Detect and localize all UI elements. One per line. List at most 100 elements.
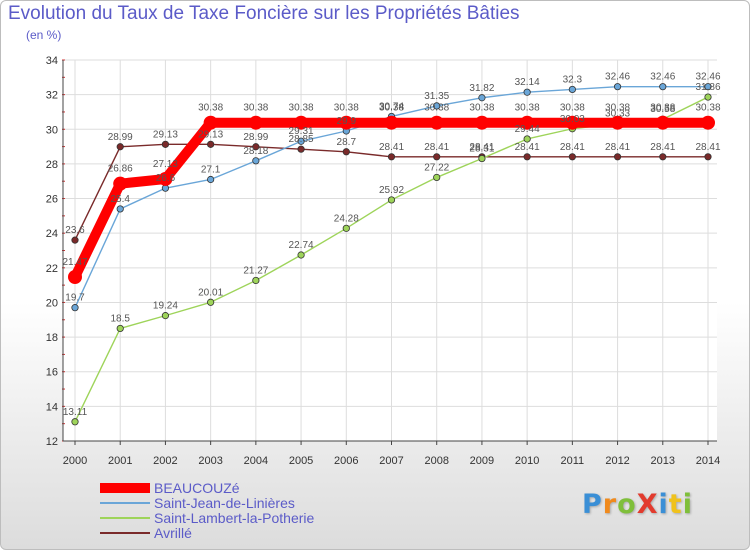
data-point — [520, 115, 535, 130]
data-label: 19.24 — [153, 301, 178, 312]
data-label: 32.46 — [650, 72, 675, 83]
data-label: 28.85 — [289, 134, 314, 145]
data-point — [568, 85, 576, 94]
data-point — [613, 83, 622, 91]
data-point — [252, 143, 260, 151]
data-label: 21.47 — [62, 257, 87, 268]
data-point — [342, 148, 350, 156]
x-tick-label: 2009 — [470, 455, 494, 467]
data-label: 27.22 — [424, 162, 449, 173]
data-label: 28.41 — [379, 142, 404, 153]
data-label: 26.86 — [108, 164, 133, 175]
data-point — [297, 251, 305, 259]
data-point — [207, 298, 215, 306]
data-point — [613, 153, 622, 161]
data-point — [158, 171, 173, 186]
data-point — [704, 93, 712, 101]
data-point — [248, 115, 263, 130]
x-tick-label: 2004 — [244, 455, 268, 467]
data-point — [203, 115, 218, 130]
data-point — [207, 175, 215, 184]
data-label: 20.01 — [198, 287, 223, 298]
data-label: 19.7 — [65, 293, 85, 304]
data-label: 29.13 — [198, 129, 223, 140]
data-point — [433, 153, 441, 161]
data-label: 29.13 — [153, 129, 178, 140]
y-tick-label: 16 — [46, 367, 58, 379]
data-point — [116, 205, 124, 213]
data-label: 18.5 — [110, 313, 130, 324]
data-point — [565, 115, 580, 130]
data-label: 30.38 — [379, 103, 404, 114]
data-point — [297, 137, 305, 145]
data-label: 30.38 — [650, 103, 675, 114]
y-tick-label: 32 — [46, 90, 58, 102]
data-label: 30.38 — [289, 103, 314, 114]
data-point — [523, 135, 531, 143]
data-point — [161, 140, 170, 148]
legend-label: Avrillé — [154, 525, 192, 541]
logo-letter: X — [636, 489, 659, 520]
data-point — [568, 153, 576, 161]
data-point — [523, 153, 531, 161]
data-label: 30.03 — [560, 114, 585, 125]
data-label: 22.74 — [289, 240, 314, 251]
data-point — [116, 143, 124, 151]
data-label: 30.74 — [379, 101, 404, 112]
data-point — [704, 83, 712, 91]
data-point — [294, 115, 309, 130]
legend-label: BEAUCOUZé — [154, 480, 240, 496]
logo-letter: t — [668, 489, 683, 520]
x-tick-label: 2008 — [424, 455, 448, 467]
data-label: 30.38 — [243, 103, 268, 114]
legend-swatch — [100, 502, 150, 504]
line-chart: 12 14 16 18 20 22 24 26 28 30 32 34 2000 2001 2002 2003… — [46, 55, 721, 467]
data-label: 21.27 — [243, 265, 268, 276]
data-point — [478, 94, 486, 102]
legend-swatch — [100, 532, 150, 534]
series-lines — [68, 83, 715, 426]
data-label: 26.6 — [156, 173, 176, 184]
data-label: 28.41 — [560, 142, 585, 153]
data-label: 30.38 — [198, 103, 223, 114]
data-point — [387, 196, 396, 204]
data-point — [433, 102, 441, 110]
proxiti-logo: ProXiti — [582, 489, 693, 520]
logo-letter: r — [602, 489, 618, 520]
data-label: 23.6 — [65, 225, 85, 236]
data-label: 30.38 — [605, 103, 630, 114]
data-point — [339, 115, 354, 130]
data-label: 28.41 — [515, 142, 540, 153]
data-point — [659, 83, 667, 91]
data-point — [387, 153, 396, 161]
data-point — [610, 115, 625, 130]
x-tick-label: 2000 — [63, 455, 87, 467]
y-tick-label: 24 — [46, 228, 58, 240]
data-label: 28.41 — [695, 142, 720, 153]
data-point — [252, 157, 260, 165]
data-point — [474, 115, 489, 130]
data-point — [161, 312, 170, 320]
data-label: 32.46 — [695, 72, 720, 83]
data-label: 30.38 — [424, 103, 449, 114]
data-point — [433, 173, 441, 182]
data-label: 28.31 — [469, 144, 494, 155]
y-tick-label: 28 — [46, 159, 58, 171]
data-label: 30.38 — [469, 103, 494, 114]
data-point — [68, 269, 82, 284]
logo-letter: P — [582, 489, 603, 520]
data-label: 25.4 — [110, 194, 130, 205]
data-label: 28.41 — [605, 142, 630, 153]
data-point — [207, 140, 215, 148]
data-label: 31.86 — [695, 82, 720, 93]
data-point — [478, 154, 486, 163]
x-tick-label: 2005 — [289, 455, 313, 467]
data-label: 27.13 — [153, 159, 178, 170]
axes: 12 14 16 18 20 22 24 26 28 30 32 34 2000 2001 2002 2003… — [46, 55, 720, 467]
y-tick-label: 34 — [46, 55, 58, 67]
y-tick-label: 20 — [46, 297, 58, 309]
data-point — [655, 115, 670, 130]
data-point — [384, 115, 399, 130]
data-label: 29.44 — [515, 124, 540, 135]
legend-swatch — [100, 517, 150, 519]
